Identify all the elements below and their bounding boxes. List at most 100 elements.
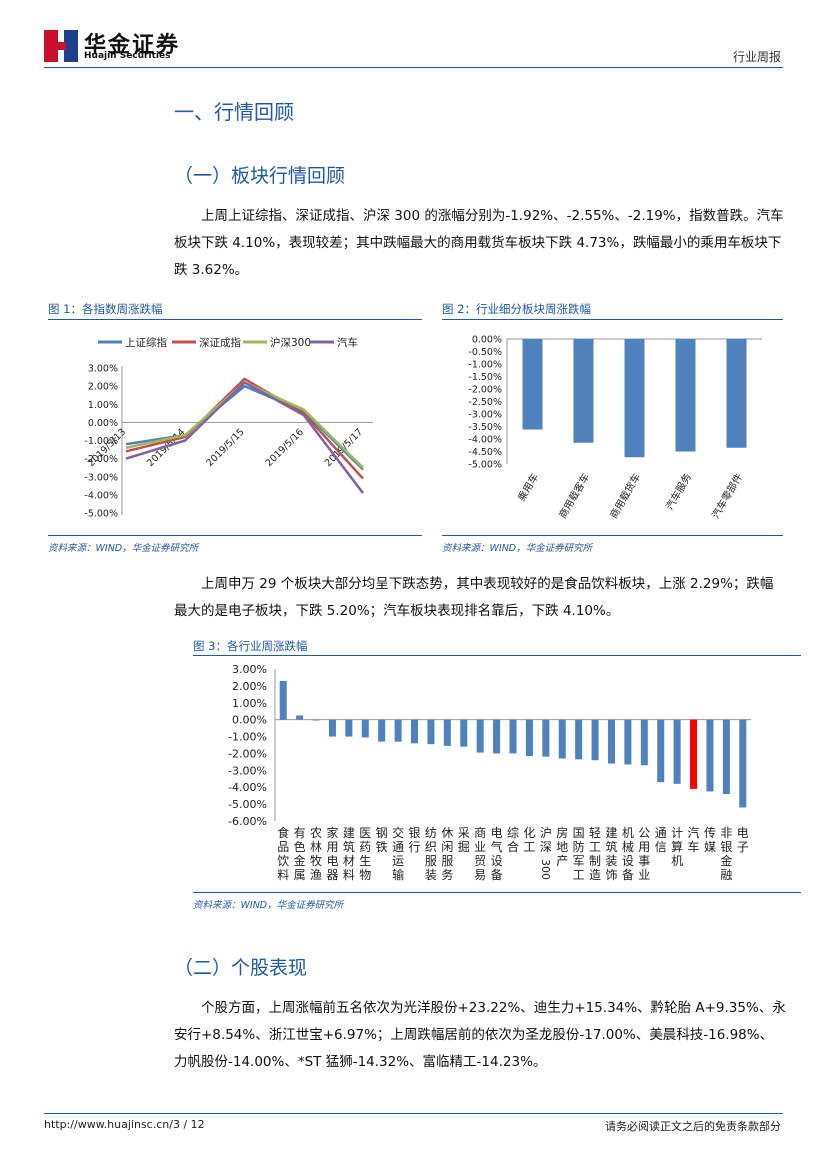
bar [509, 719, 517, 754]
x-tick-label: 沪深 [540, 826, 552, 854]
figure3-title: 图 3：各行业周涨跌幅 [193, 639, 308, 653]
x-tick-label: 国防军工 [573, 826, 585, 882]
figure2-title-line [442, 319, 783, 320]
y-tick-label: -4.50% [468, 447, 502, 458]
y-tick-label: -1.00% [468, 360, 502, 371]
y-tick-label: -5.00% [228, 798, 267, 811]
bar [493, 719, 501, 754]
figure1-title: 图 1：各指数周涨跌幅 [48, 302, 163, 316]
y-tick-label: -3.50% [468, 422, 502, 433]
y-tick-label: -2.00% [84, 454, 118, 465]
x-tick-label: 化工 [523, 826, 535, 854]
bar [522, 339, 543, 430]
x-tick-label: 钢铁 [376, 826, 388, 854]
legend-label: 汽车 [337, 336, 358, 349]
bar [607, 719, 615, 764]
footer-url[interactable]: http://www.huajinsc.cn/ [44, 1118, 173, 1131]
x-tick-label: 非银金融 [720, 826, 732, 882]
x-tick-label: 传媒 [704, 825, 716, 854]
brand-name-en: Huajin Securities [84, 51, 171, 61]
bar [394, 719, 402, 742]
x-tick-label: 电气设备 [491, 826, 503, 882]
x-tick-label: 汽车 [688, 825, 700, 854]
company-logo-icon [44, 30, 78, 62]
x-tick-label: 2019/5/16 [264, 427, 306, 469]
figure3-source-line [193, 892, 801, 893]
y-tick-label: 0.00% [88, 418, 118, 429]
x-tick-label: 农林牧渔 [310, 826, 322, 882]
bar [296, 715, 304, 720]
y-tick-label: 2.00% [232, 680, 267, 693]
x-tick-label: 计算机 [671, 826, 683, 868]
y-tick-label: -4.00% [228, 781, 267, 794]
subsection-title-sector: （一）板块行情回顾 [174, 165, 346, 187]
bar [443, 719, 451, 746]
y-tick-label: -1.00% [228, 731, 267, 744]
bar [427, 719, 435, 745]
x-tick-label: 有色金属 [294, 826, 306, 882]
x-tick-label: 综合 [507, 826, 519, 854]
bar [328, 719, 336, 737]
footer-disclaimer: 请务必阅读正文之后的免责条款部分 [605, 1120, 781, 1133]
figure2-title: 图 2：行业细分板块周涨跌幅 [442, 302, 591, 316]
brand-name-cn: 华金证券 [84, 33, 181, 58]
y-tick-label: -1.00% [84, 436, 118, 447]
bar [378, 719, 386, 742]
bar [573, 339, 594, 443]
x-tick-label: 建筑装饰 [605, 826, 617, 882]
bar [558, 719, 566, 759]
x-tick-label: 轻工制造 [589, 826, 601, 882]
y-tick-label: 1.00% [232, 697, 267, 710]
bar [279, 680, 287, 720]
x-tick-label: 电子 [737, 826, 749, 854]
series-line [125, 377, 364, 480]
bar [476, 719, 484, 753]
bar [675, 339, 696, 452]
y-tick-label: -1.50% [468, 372, 502, 383]
bar [411, 719, 419, 744]
x-tick-label: 商用载货车 [607, 471, 643, 521]
x-tick-label: 公用事业 [638, 826, 650, 882]
x-tick-label-digits: 300 [539, 859, 552, 880]
paragraph-industry-review: 上周申万 29 个板块大部分均呈下跌态势，其中表现较好的是食品饮料板块，上涨 2… [174, 576, 774, 619]
figure2-source: 资料来源：WIND，华金证券研究所 [442, 543, 593, 554]
x-tick-label: 采掘 [458, 826, 470, 854]
y-tick-label: -3.00% [228, 764, 267, 777]
bar [525, 719, 533, 756]
x-tick-label: 交通运输 [392, 825, 404, 882]
figure1-source: 资料来源：WIND，华金证券研究所 [48, 543, 199, 554]
bar [460, 719, 468, 747]
y-tick-label: -2.50% [468, 397, 502, 408]
bar [706, 719, 714, 792]
footer-divider [44, 1113, 783, 1114]
figure3-source: 资料来源：WIND，华金证券研究所 [193, 900, 344, 911]
x-tick-label: 食品饮料 [277, 825, 289, 882]
bar [690, 719, 698, 789]
x-tick-label: 商用载客车 [556, 471, 592, 521]
x-tick-label: 医药生物 [359, 826, 371, 882]
bar [673, 719, 681, 784]
legend-label: 上证综指 [125, 336, 167, 349]
legend-label: 深证成指 [199, 336, 241, 349]
bar [591, 719, 599, 761]
bar [575, 719, 583, 760]
x-tick-label: 纺织服装 [425, 826, 437, 882]
section-title: 一、行情回顾 [174, 100, 294, 124]
x-tick-label: 2019/5/15 [204, 427, 246, 469]
footer-url-page: http://www.huajinsc.cn/3 / 12 [44, 1118, 205, 1131]
bar [345, 719, 353, 737]
series-line [125, 381, 364, 494]
y-tick-label: 1.00% [88, 400, 118, 411]
report-type: 行业周报 [732, 50, 781, 64]
y-tick-label: -5.00% [468, 460, 502, 471]
figure3-title-line [193, 655, 801, 656]
bar [657, 719, 665, 783]
figure1-source-line [48, 535, 422, 536]
bar [312, 719, 320, 721]
x-tick-label: 机械设备 [622, 826, 634, 882]
y-tick-label: 3.00% [232, 663, 267, 676]
legend-label: 沪深300 [270, 336, 311, 349]
x-tick-label: 乘用车 [515, 471, 541, 503]
industry-bar-chart: 3.00% 2.00% 1.00% 0.00% -1.00% -2.00% -3.00% -4… [228, 663, 751, 882]
bar [640, 719, 648, 766]
